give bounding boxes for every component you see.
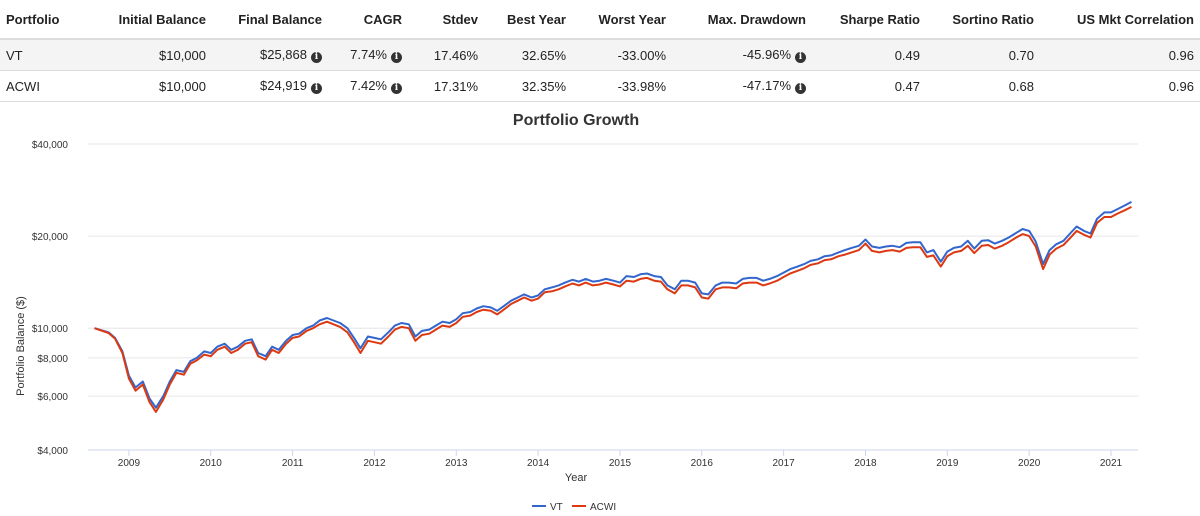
- header-sharpe-ratio[interactable]: Sharpe Ratio: [812, 0, 926, 40]
- cagr-value: 7.42%: [350, 78, 387, 93]
- header-worst-year[interactable]: Worst Year: [572, 0, 672, 40]
- final-balance-value: $24,919: [260, 78, 307, 93]
- cell-cagr: 7.74% i: [328, 39, 408, 71]
- cell-us-mkt-correlation: 0.96: [1040, 70, 1200, 102]
- legend-label: VT: [550, 502, 563, 513]
- cell-worst-year: -33.98%: [572, 70, 672, 102]
- legend-item-acwi[interactable]: ACWI: [572, 502, 616, 513]
- table-row: ACWI $10,000 $24,919 i 7.42% i 17.31% 32.3…: [0, 70, 1200, 102]
- x-tick-label: 2016: [691, 458, 714, 469]
- chart-title: Portfolio Growth: [513, 112, 639, 129]
- cell-sharpe-ratio: 0.49: [812, 39, 926, 71]
- x-tick-label: 2015: [609, 458, 632, 469]
- portfolio-summary-table: Portfolio Initial Balance Final Balance …: [0, 0, 1200, 102]
- table-header-row: Portfolio Initial Balance Final Balance …: [0, 0, 1200, 40]
- info-circle-icon[interactable]: i: [311, 52, 322, 63]
- series-line-acwi: [94, 206, 1132, 413]
- x-tick-label: 2011: [282, 458, 304, 469]
- cell-sharpe-ratio: 0.47: [812, 70, 926, 102]
- cell-max-drawdown: -45.96% i: [672, 39, 812, 71]
- header-initial-balance[interactable]: Initial Balance: [96, 0, 212, 40]
- header-sortino-ratio[interactable]: Sortino Ratio: [926, 0, 1040, 40]
- info-circle-icon[interactable]: i: [391, 83, 402, 94]
- cell-stdev: 17.31%: [408, 70, 484, 102]
- info-circle-icon[interactable]: i: [391, 52, 402, 63]
- table-row: VT $10,000 $25,868 i 7.74% i 17.46% 32.65%…: [0, 39, 1200, 71]
- x-tick-label: 2021: [1100, 458, 1123, 469]
- cell-sortino-ratio: 0.68: [926, 70, 1040, 102]
- chart-legend: VT ACWI: [532, 502, 616, 513]
- x-tick-label: 2010: [200, 458, 223, 469]
- cell-worst-year: -33.00%: [572, 39, 672, 71]
- cell-cagr: 7.42% i: [328, 70, 408, 102]
- header-max-drawdown[interactable]: Max. Drawdown: [672, 0, 812, 40]
- y-tick-label: $20,000: [32, 232, 69, 243]
- cagr-value: 7.74%: [350, 47, 387, 62]
- y-tick-label: $6,000: [37, 392, 68, 403]
- cell-final-balance: $24,919 i: [212, 70, 328, 102]
- y-tick-label: $4,000: [37, 446, 68, 457]
- cell-final-balance: $25,868 i: [212, 39, 328, 71]
- x-axis-label: Year: [565, 472, 588, 484]
- final-balance-value: $25,868: [260, 47, 307, 62]
- info-circle-icon[interactable]: i: [795, 83, 806, 94]
- header-stdev[interactable]: Stdev: [408, 0, 484, 40]
- cell-us-mkt-correlation: 0.96: [1040, 39, 1200, 71]
- info-circle-icon[interactable]: i: [795, 52, 806, 63]
- x-tick-label: 2017: [773, 458, 796, 469]
- y-tick-label: $10,000: [32, 324, 69, 335]
- x-axis-ticks: 2009 2010 2011 2012 2013 2014 2015 2016 2017 2018…: [118, 450, 1123, 469]
- header-us-mkt-correlation[interactable]: US Mkt Correlation: [1040, 0, 1200, 40]
- portfolio-growth-chart: $4,000$6,000$8,000$10,000$20,000$40,000 …: [15, 112, 1138, 513]
- cell-best-year: 32.65%: [484, 39, 572, 71]
- x-tick-label: 2020: [1018, 458, 1041, 469]
- cell-initial-balance: $10,000: [96, 39, 212, 71]
- series-line-vt: [94, 201, 1132, 409]
- max-drawdown-value: -47.17%: [742, 78, 791, 93]
- chart-grid: [88, 143, 1138, 451]
- x-tick-label: 2019: [936, 458, 959, 469]
- legend-label: ACWI: [590, 502, 616, 513]
- max-drawdown-value: -45.96%: [742, 47, 791, 62]
- y-axis-ticks: $4,000 $6,000 $8,000 $10,000 $20,000 $40,000: [32, 140, 69, 457]
- cell-best-year: 32.35%: [484, 70, 572, 102]
- header-portfolio[interactable]: Portfolio: [0, 0, 96, 40]
- cell-sortino-ratio: 0.70: [926, 39, 1040, 71]
- header-best-year[interactable]: Best Year: [484, 0, 572, 40]
- header-cagr[interactable]: CAGR: [328, 0, 408, 40]
- x-tick-label: 2014: [527, 458, 550, 469]
- y-tick-label: $40,000: [32, 140, 69, 151]
- cell-stdev: 17.46%: [408, 39, 484, 71]
- y-tick-label: $8,000: [37, 354, 68, 365]
- legend-item-vt[interactable]: VT: [532, 502, 563, 513]
- cell-portfolio: VT: [0, 39, 96, 71]
- info-circle-icon[interactable]: i: [311, 83, 322, 94]
- cell-max-drawdown: -47.17% i: [672, 70, 812, 102]
- y-axis-label: Portfolio Balance ($): [15, 296, 27, 396]
- header-final-balance[interactable]: Final Balance: [212, 0, 328, 40]
- x-tick-label: 2018: [854, 458, 877, 469]
- cell-initial-balance: $10,000: [96, 70, 212, 102]
- x-tick-label: 2009: [118, 458, 141, 469]
- x-tick-label: 2012: [363, 458, 386, 469]
- cell-portfolio: ACWI: [0, 70, 96, 102]
- chart-series: [94, 201, 1132, 413]
- x-tick-label: 2013: [445, 458, 468, 469]
